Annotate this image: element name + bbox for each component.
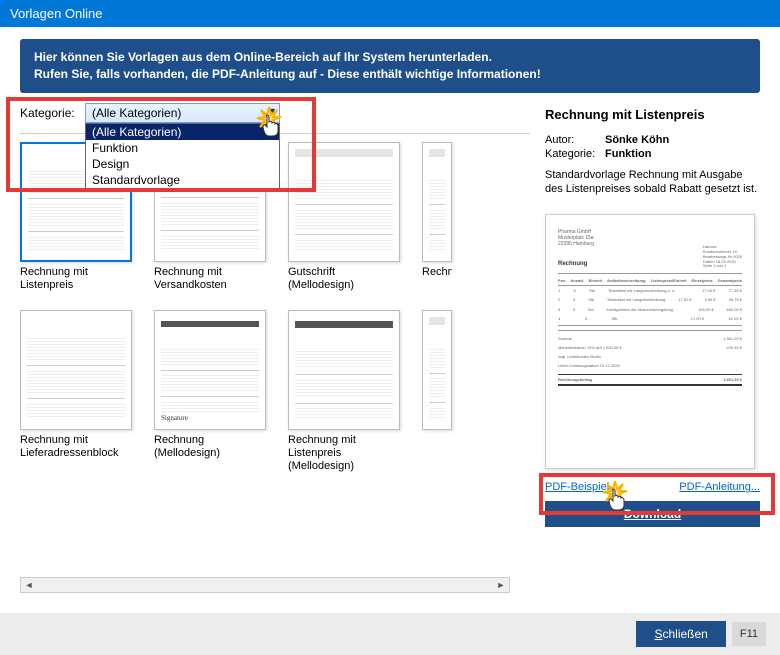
pdf-guide-link[interactable]: PDF-Anleitung... <box>679 481 760 493</box>
template-thumbnail <box>422 142 452 262</box>
detail-category-label: Kategorie: <box>545 148 605 160</box>
detail-pane: Rechnung mit Listenpreis Autor: Sönke Kö… <box>530 103 760 593</box>
category-option-0[interactable]: (Alle Kategorien) <box>86 124 279 140</box>
detail-description: Standardvorlage Rechnung mit Ausgabe des… <box>545 168 760 197</box>
close-button[interactable]: Schließen <box>636 621 725 647</box>
click-cursor-icon <box>255 105 279 129</box>
preview-total-value: 1.561,93 € <box>723 377 742 382</box>
template-item[interactable]: Rechnung mit Lieferadressenblock <box>20 310 132 474</box>
template-thumbnail <box>20 310 132 430</box>
template-thumbnail <box>288 310 400 430</box>
preview-summary-row: Mehrwertsteuer 19% auf 1.000,00 €200,45 … <box>558 343 742 352</box>
template-caption: Rechnung (Mellodesign) <box>154 434 266 460</box>
detail-category-row: Kategorie: Funktion <box>545 148 760 160</box>
template-caption: Rechnung mit Listenpreis <box>20 266 132 292</box>
pdf-example-link[interactable]: PDF-Beispiel <box>545 481 609 493</box>
preview-col-header: Anzahl <box>570 278 583 283</box>
info-banner: Hier können Sie Vorlagen aus dem Online-… <box>20 39 760 93</box>
template-item[interactable] <box>422 310 452 474</box>
preview-col-header: Einzelpreis <box>692 278 713 283</box>
preview-col-header: Listenpreis/Einheit <box>651 278 687 283</box>
detail-title: Rechnung mit Listenpreis <box>545 107 760 122</box>
template-caption: Gutschrift (Mellodesign) <box>288 266 400 292</box>
click-cursor-icon-2 <box>601 479 625 503</box>
template-thumbnail <box>422 310 452 430</box>
category-row: Kategorie: (Alle Kategorien) (Alle Kateg… <box>20 103 530 123</box>
detail-author-label: Autor: <box>545 134 605 146</box>
detail-author-row: Autor: Sönke Köhn <box>545 134 760 146</box>
main-area: Kategorie: (Alle Kategorien) (Alle Kateg… <box>0 103 780 593</box>
preview-summary: Summe1.361,20 €Mehrwertsteuer 19% auf 1.… <box>558 330 742 371</box>
template-caption: Rechnung mit Versandkosten <box>154 266 266 292</box>
download-button[interactable]: Download <box>545 501 760 527</box>
left-pane: Kategorie: (Alle Kategorien) (Alle Kateg… <box>20 103 530 593</box>
footer-bar: Schließen F11 <box>0 613 780 655</box>
detail-links-row: PDF-Beispiel PDF-Anleitung... <box>545 481 760 493</box>
category-option-1[interactable]: Funktion <box>86 140 279 156</box>
window-titlebar: Vorlagen Online <box>0 0 780 27</box>
category-option-3[interactable]: Standardvorlage <box>86 172 279 188</box>
preview-col-header: Artikelbeschreibung <box>607 278 646 283</box>
category-option-2[interactable]: Design <box>86 156 279 172</box>
category-dropdown[interactable]: (Alle Kategorien) Funktion Design Standa… <box>85 123 280 189</box>
template-thumbnail: Signature <box>154 310 266 430</box>
horizontal-scrollbar[interactable]: ◄ ► <box>20 577 510 593</box>
detail-category-value: Funktion <box>605 148 651 160</box>
preview-table: Pos Anzahl Einheit Artikelbeschreibung Liste… <box>558 273 742 326</box>
close-button-underline: S <box>654 627 662 641</box>
preview-table-row: 25StkTestartikel mit Langbeschreibung17,… <box>558 295 742 304</box>
template-thumbnail <box>288 142 400 262</box>
preview-col-header: Gesamtpreis <box>718 278 742 283</box>
preview-total-row: Rechnungsbetrag 1.561,93 € <box>558 374 742 386</box>
scroll-left-icon[interactable]: ◄ <box>21 580 37 590</box>
banner-line-2: Rufen Sie, falls vorhanden, die PDF-Anle… <box>34 66 746 83</box>
preview-total-label: Rechnungsbetrag <box>558 377 592 382</box>
template-caption: Rechnung mit Versandkosten (Mellodesign) <box>422 266 452 279</box>
template-item[interactable]: Signature Rechnung (Mellodesign) <box>154 310 266 474</box>
preview-table-row: 33StdKonfiguration der Maschinenregelung… <box>558 305 742 314</box>
template-item[interactable]: Rechnung mit Versandkosten (Mellodesign) <box>422 142 452 292</box>
preview-summary-row: Liefer-/Leistungsdatum 19.12.2020 <box>558 361 742 370</box>
window-title: Vorlagen Online <box>10 6 103 21</box>
preview-col-header: Einheit <box>589 278 602 283</box>
download-button-label: Download <box>624 507 681 521</box>
category-label: Kategorie: <box>20 103 85 120</box>
scroll-right-icon[interactable]: ► <box>493 580 509 590</box>
banner-line-1: Hier können Sie Vorlagen aus dem Online-… <box>34 49 746 66</box>
template-item[interactable]: Gutschrift (Mellodesign) <box>288 142 400 292</box>
preview-table-row: 43Stk17,00 €51,00 € <box>558 314 742 323</box>
preview-meta-block: Labornr. Kundennummer 10 Bearbeitungs-Nr… <box>703 245 742 269</box>
category-combobox[interactable]: (Alle Kategorien) <box>85 103 280 123</box>
template-caption: Rechnung mit Lieferadressenblock <box>20 434 132 460</box>
template-caption: Rechnung mit Listenpreis (Mellodesign) <box>288 434 400 474</box>
detail-author-value: Sönke Köhn <box>605 134 669 146</box>
shortcut-badge: F11 <box>732 622 766 646</box>
detail-preview-page: Pharma GmbH Musterplatz 15a 22395 Hambur… <box>545 214 755 469</box>
preview-table-row: 15StkTestartikel mit Langbeschreibung u.… <box>558 286 742 295</box>
preview-col-header: Pos <box>558 278 565 283</box>
category-combo-wrap: (Alle Kategorien) (Alle Kategorien) Funk… <box>85 103 280 123</box>
template-gallery: Rechnung mit Listenpreis Rechnung mit Ver… <box>20 133 530 563</box>
template-item[interactable]: Rechnung mit Listenpreis (Mellodesign) <box>288 310 400 474</box>
category-selected-value: (Alle Kategorien) <box>92 106 181 120</box>
preview-summary-row: zzgl. Lieferkosten Brutto <box>558 352 742 361</box>
preview-summary-row: Summe1.361,20 € <box>558 334 742 343</box>
close-button-rest: chließen <box>663 627 708 641</box>
